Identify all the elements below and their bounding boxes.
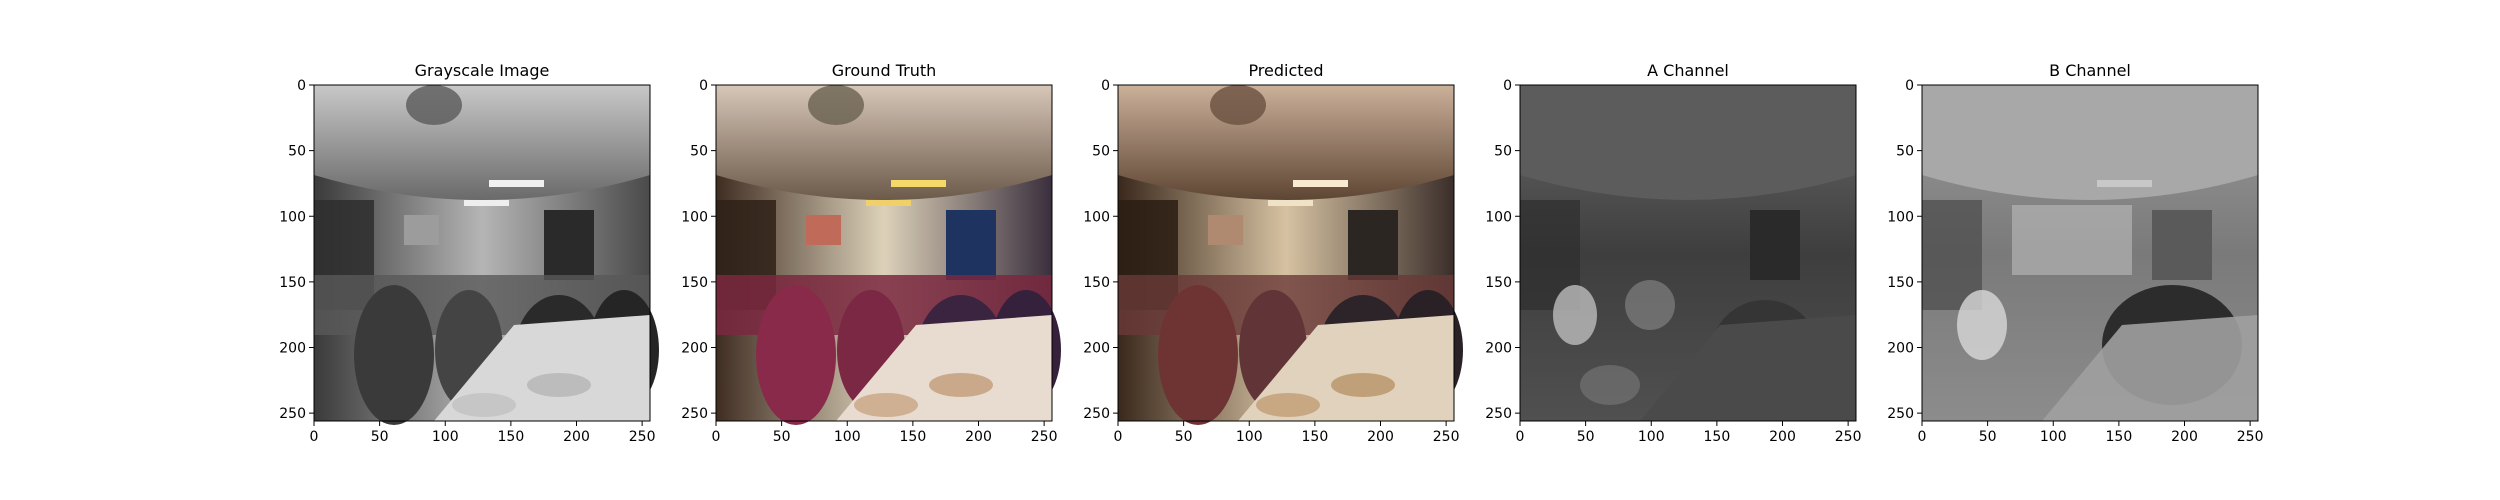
x-tick-label: 100 [1638, 429, 1665, 445]
y-tick-label: 50 [1896, 144, 1914, 160]
y-tick-label: 50 [690, 144, 708, 160]
y-tick-label: 150 [1485, 275, 1512, 291]
panel-image [314, 85, 659, 425]
x-tick-label: 100 [2040, 429, 2067, 445]
y-tick-label: 50 [288, 144, 306, 160]
x-tick-label: 200 [965, 429, 992, 445]
panel-b-channel: B Channel [1922, 61, 2258, 421]
x-tick-label: 200 [1769, 429, 1796, 445]
y-tick-label: 250 [681, 406, 708, 422]
y-tick-label: 150 [681, 275, 708, 291]
x-tick-label: 0 [1114, 429, 1123, 445]
x-tick-label: 200 [563, 429, 590, 445]
y-tick-label: 250 [1485, 406, 1512, 422]
panel-image [1118, 85, 1463, 425]
axis-frame [1117, 84, 1455, 422]
panel-title: Predicted [1248, 61, 1323, 80]
y-tick-label: 200 [279, 341, 306, 357]
x-tick-label: 250 [629, 429, 656, 445]
y-tick-label: 250 [1887, 406, 1914, 422]
axis-frame [1921, 84, 2259, 422]
y-tick-label: 50 [1092, 144, 1110, 160]
y-tick-label: 250 [1083, 406, 1110, 422]
y-tick-label: 200 [681, 341, 708, 357]
y-tick-label: 250 [279, 406, 306, 422]
x-tick-label: 250 [2237, 429, 2264, 445]
x-tick-label: 100 [432, 429, 459, 445]
panel-title: B Channel [2049, 61, 2131, 80]
x-tick-label: 50 [1577, 429, 1595, 445]
y-tick-label: 0 [297, 78, 306, 94]
y-tick-label: 150 [1887, 275, 1914, 291]
y-tick-label: 0 [1101, 78, 1110, 94]
x-tick-label: 150 [900, 429, 927, 445]
axis-frame [1519, 84, 1857, 422]
x-tick-label: 200 [1367, 429, 1394, 445]
y-tick-label: 100 [1485, 209, 1512, 225]
panel-image [1922, 85, 2258, 421]
y-tick-label: 200 [1083, 341, 1110, 357]
y-tick-label: 200 [1485, 341, 1512, 357]
panel-ground-truth: Ground Truth [716, 61, 1061, 425]
y-tick-label: 200 [1887, 341, 1914, 357]
x-tick-label: 0 [310, 429, 319, 445]
panel-title: A Channel [1647, 61, 1729, 80]
x-tick-label: 250 [1835, 429, 1862, 445]
x-tick-label: 100 [834, 429, 861, 445]
y-tick-label: 0 [1503, 78, 1512, 94]
y-tick-label: 0 [1905, 78, 1914, 94]
x-tick-label: 200 [2171, 429, 2198, 445]
axis-frame [715, 84, 1053, 422]
x-tick-label: 150 [2106, 429, 2133, 445]
y-tick-label: 50 [1494, 144, 1512, 160]
panel-title: Ground Truth [832, 61, 937, 80]
y-tick-label: 100 [279, 209, 306, 225]
panel-image [716, 85, 1061, 425]
x-tick-label: 150 [1302, 429, 1329, 445]
x-tick-label: 0 [1516, 429, 1525, 445]
y-tick-label: 150 [279, 275, 306, 291]
y-tick-label: 100 [1887, 209, 1914, 225]
x-tick-label: 50 [773, 429, 791, 445]
x-tick-label: 0 [1918, 429, 1927, 445]
x-tick-label: 50 [1979, 429, 1997, 445]
panel-title: Grayscale Image [415, 61, 550, 80]
x-tick-label: 100 [1236, 429, 1263, 445]
x-tick-label: 50 [1175, 429, 1193, 445]
x-tick-label: 0 [712, 429, 721, 445]
panel-predicted: Predicted [1118, 61, 1463, 425]
y-tick-label: 0 [699, 78, 708, 94]
panel-a-channel: A Channel [1520, 61, 1856, 421]
x-tick-label: 250 [1433, 429, 1460, 445]
y-tick-label: 100 [1083, 209, 1110, 225]
x-tick-label: 150 [498, 429, 525, 445]
x-tick-label: 250 [1031, 429, 1058, 445]
panel-grayscale: Grayscale Image [314, 61, 659, 425]
y-tick-label: 100 [681, 209, 708, 225]
x-tick-label: 150 [1704, 429, 1731, 445]
axis-frame [313, 84, 651, 422]
y-tick-label: 150 [1083, 275, 1110, 291]
panel-image [1520, 85, 1856, 421]
x-tick-label: 50 [371, 429, 389, 445]
